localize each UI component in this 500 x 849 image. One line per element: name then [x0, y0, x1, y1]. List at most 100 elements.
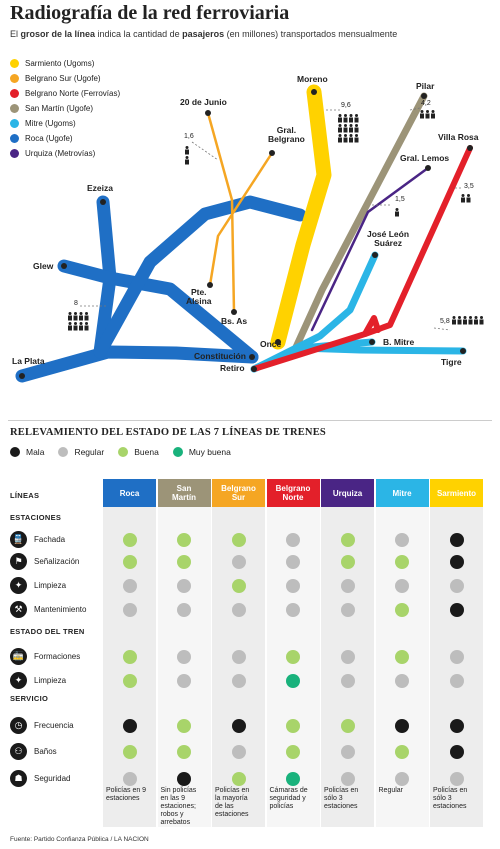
status-dot-regular: [395, 579, 409, 593]
status-dot-mala: [449, 555, 464, 569]
status-dot-regular: [395, 533, 409, 547]
status-dot-buena: [286, 719, 300, 733]
status-dot-mala: [449, 719, 464, 733]
line-legend: Sarmiento (Ugoms) Belgrano Sur (Ugofe) Bel…: [10, 56, 120, 161]
legend-label: Mitre (Ugoms): [25, 119, 76, 128]
person-icon: [338, 114, 342, 123]
person-icon: [431, 110, 435, 119]
signal-icon: ⚑: [10, 553, 27, 570]
security-note: Sin policías en las 9 estaciones; robos …: [160, 787, 197, 826]
row-label: Limpieza: [34, 676, 67, 685]
person-icon: [354, 114, 359, 123]
status-dot-mala: [395, 719, 409, 733]
status-legend: Mala Regular Buena Muy buena: [10, 447, 245, 457]
person-icon: [338, 134, 342, 143]
status-dot-regular: [340, 745, 355, 759]
status-dot-buena: [122, 650, 137, 664]
sarmiento-passengers: 9,6: [341, 102, 351, 109]
status-dot-buena: [395, 555, 409, 569]
column-header-san-martín: San Martín: [157, 479, 211, 507]
status-label: Mala: [26, 447, 45, 457]
legend-label: Urquiza (Metrovías): [25, 149, 96, 158]
belgrano-sur-passengers: 1,6: [184, 133, 194, 140]
station-gral-lemos: Gral. Lemos: [400, 153, 450, 163]
legend-swatch: [10, 134, 19, 143]
status-dot-buena: [286, 745, 300, 759]
status-dot-regular: [340, 579, 355, 593]
person-icon: [452, 316, 456, 325]
row-label: Seguridad: [34, 774, 71, 783]
legend-swatch: [10, 119, 19, 128]
status-dot-buena: [286, 650, 300, 664]
status-dot-buena: [177, 745, 191, 759]
legend-item: Mitre (Ugoms): [10, 116, 120, 131]
status-dot-regular: [231, 745, 246, 759]
status-swatch: [58, 447, 69, 457]
san-martin-line: [288, 92, 428, 360]
legend-item: San Martín (Ugofe): [10, 101, 120, 116]
status-dot-regular: [177, 603, 191, 617]
status-dot-buena: [122, 745, 137, 759]
status-dot-regular: [122, 772, 137, 786]
legend-swatch: [10, 89, 19, 98]
status-label: Regular: [74, 447, 105, 457]
status-dot-buena: [177, 555, 191, 569]
station-retiro: Retiro: [220, 363, 245, 373]
row-label: Limpieza: [34, 581, 67, 590]
status-dot-buena: [122, 674, 137, 688]
person-icon: [457, 316, 462, 325]
status-dot-regular: [449, 772, 464, 786]
person-icon: [425, 110, 430, 119]
security-note: Regular: [378, 787, 404, 794]
legend-label: Sarmiento (Ugoms): [25, 59, 95, 68]
person-icon: [338, 124, 342, 133]
person-icon: [68, 312, 72, 321]
belgrano-norte-passengers: 3,5: [464, 183, 474, 190]
person-icon: [349, 114, 353, 123]
status-dot-muybuena: [286, 674, 300, 688]
station-la-plata: La Plata: [12, 356, 45, 366]
person-icon: [354, 124, 359, 133]
legend-swatch: [10, 74, 19, 83]
wrench-icon: ⚒: [10, 601, 27, 618]
person-icon: [466, 194, 471, 203]
status-swatch: [172, 447, 183, 457]
broom-icon: ✦: [10, 672, 27, 689]
row-label: Señalización: [34, 557, 80, 566]
status-dot-mala: [177, 772, 191, 786]
person-icon: [185, 156, 189, 165]
people-icon-clusters: [68, 110, 484, 331]
status-dot-buena: [395, 745, 409, 759]
legend-label: San Martín (Ugofe): [25, 104, 94, 113]
status-dot-buena: [340, 533, 355, 547]
person-icon: [463, 316, 467, 325]
station-villa-rosa: Villa Rosa: [438, 132, 479, 142]
station-moreno: Moreno: [297, 74, 328, 84]
roca-line: [15, 195, 307, 383]
legend-label: Belgrano Sur (Ugofe): [25, 74, 101, 83]
status-dot-regular: [231, 555, 246, 569]
row-label: Formaciones: [34, 652, 81, 661]
legend-item: Belgrano Sur (Ugofe): [10, 71, 120, 86]
legend-item: Belgrano Norte (Ferrovías): [10, 86, 120, 101]
status-dot-regular: [177, 650, 191, 664]
survey-title: RELEVAMIENTO DEL ESTADO DE LAS 7 LÍNEAS …: [10, 427, 326, 438]
status-dot-mala: [122, 719, 137, 733]
person-icon: [73, 312, 78, 321]
legend-item: Urquiza (Metrovías): [10, 146, 120, 161]
person-icon: [79, 322, 83, 331]
person-icon: [349, 134, 353, 143]
status-legend-item: Mala: [10, 447, 44, 457]
status-dot-buena: [231, 579, 246, 593]
source-credit: Fuente: Partido Confianza Pública / LA N…: [10, 836, 149, 843]
status-dot-regular: [286, 555, 300, 569]
security-note: Policías en la mayoría de las estaciones: [215, 787, 250, 818]
status-label: Muy buena: [188, 447, 231, 457]
person-icon: [343, 114, 348, 123]
status-legend-item: Regular: [58, 447, 104, 457]
person-icon: [84, 312, 89, 321]
page-title: Radiografía de la red ferroviaria: [10, 2, 290, 24]
restroom-icon: ⚇: [10, 743, 27, 760]
status-dot-regular: [177, 674, 191, 688]
status-dot-mala: [449, 533, 464, 547]
